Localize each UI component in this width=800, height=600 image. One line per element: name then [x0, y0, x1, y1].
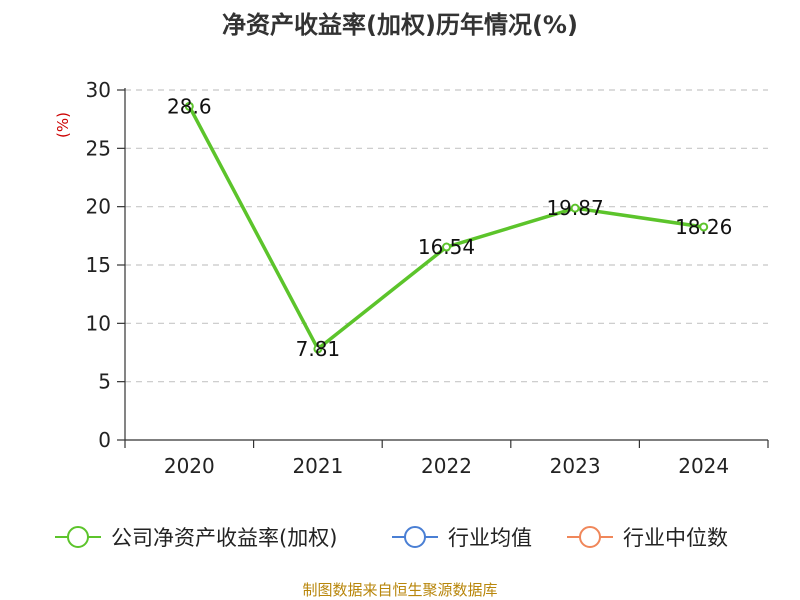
legend: 公司净资产收益率(加权) 行业均值 行业中位数 [55, 526, 728, 550]
legend-label: 行业中位数 [623, 526, 728, 550]
x-tick-label: 2021 [292, 454, 343, 478]
x-tick-label: 2020 [164, 454, 215, 478]
y-tick-label: 25 [86, 136, 111, 160]
data-labels: 28.6 7.81 16.54 19.87 18.26 [167, 94, 732, 361]
data-point [442, 242, 451, 252]
y-tick-label: 10 [86, 311, 111, 335]
data-point [570, 203, 580, 213]
data-point [184, 101, 194, 111]
data-label: 7.81 [296, 337, 341, 361]
series-layer [184, 101, 709, 354]
series-line [187, 105, 704, 351]
y-tick-label: 30 [86, 78, 111, 102]
legend-label: 行业均值 [448, 526, 532, 550]
data-label: 18.26 [675, 215, 732, 239]
x-tick-label: 2023 [550, 454, 601, 478]
legend-label: 公司净资产收益率(加权) [111, 526, 337, 550]
data-point [699, 222, 709, 232]
axes: 0 5 10 15 20 25 30 2020 2021 2022 2023 2024 [86, 78, 769, 478]
source-note: 制图数据来自恒生聚源数据库 [302, 581, 497, 599]
x-tick-label: 2022 [421, 454, 472, 478]
legend-marker-icon [67, 526, 89, 548]
legend-item: 公司净资产收益率(加权) [55, 526, 337, 550]
gridlines [125, 89, 768, 383]
legend-marker-icon [404, 526, 426, 548]
data-label: 16.54 [418, 235, 475, 259]
data-point [313, 344, 323, 354]
x-tick-label: 2024 [678, 454, 729, 478]
legend-item: 行业中位数 [567, 526, 728, 550]
y-tick-label: 20 [86, 195, 111, 219]
legend-marker-icon [579, 526, 601, 548]
y-axis-label: (%) [54, 112, 72, 138]
y-tick-label: 0 [98, 428, 111, 452]
legend-item: 行业均值 [392, 526, 532, 550]
data-label: 19.87 [546, 196, 603, 220]
y-tick-label: 15 [86, 253, 111, 277]
data-label: 28.6 [167, 94, 212, 118]
y-tick-label: 5 [98, 370, 111, 394]
chart-title: 净资产收益率(加权)历年情况(%) [222, 11, 578, 39]
